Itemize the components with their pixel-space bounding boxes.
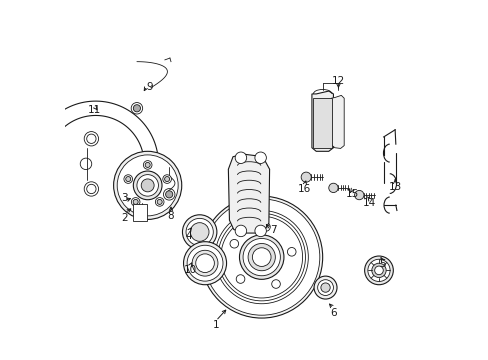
Text: 2: 2 bbox=[121, 213, 127, 222]
Polygon shape bbox=[228, 154, 269, 233]
Circle shape bbox=[185, 219, 213, 246]
Circle shape bbox=[320, 283, 329, 292]
Polygon shape bbox=[330, 95, 344, 148]
Circle shape bbox=[254, 225, 266, 237]
Circle shape bbox=[84, 182, 99, 196]
Circle shape bbox=[137, 175, 158, 196]
Circle shape bbox=[155, 198, 163, 206]
Circle shape bbox=[80, 158, 92, 170]
Circle shape bbox=[187, 245, 223, 281]
FancyBboxPatch shape bbox=[313, 98, 331, 148]
FancyBboxPatch shape bbox=[133, 204, 147, 221]
Text: 1: 1 bbox=[212, 320, 219, 330]
Circle shape bbox=[183, 242, 226, 285]
Polygon shape bbox=[311, 91, 333, 151]
Circle shape bbox=[235, 225, 246, 237]
Circle shape bbox=[317, 280, 333, 296]
Circle shape bbox=[235, 152, 246, 163]
Text: 4: 4 bbox=[185, 231, 192, 240]
Circle shape bbox=[328, 183, 337, 193]
Text: 9: 9 bbox=[146, 82, 152, 92]
Circle shape bbox=[247, 243, 275, 271]
Circle shape bbox=[203, 199, 319, 315]
Circle shape bbox=[367, 259, 389, 282]
Text: 13: 13 bbox=[387, 182, 401, 192]
Circle shape bbox=[113, 151, 182, 220]
Text: 15: 15 bbox=[345, 189, 358, 199]
Circle shape bbox=[192, 250, 218, 276]
Text: 5: 5 bbox=[379, 259, 385, 269]
Circle shape bbox=[182, 215, 217, 249]
Text: 8: 8 bbox=[167, 211, 174, 221]
Circle shape bbox=[125, 176, 130, 181]
Circle shape bbox=[313, 276, 336, 299]
Circle shape bbox=[123, 175, 132, 183]
Text: 6: 6 bbox=[329, 308, 336, 318]
Circle shape bbox=[201, 196, 322, 318]
Circle shape bbox=[117, 155, 178, 216]
Circle shape bbox=[164, 176, 169, 181]
Circle shape bbox=[190, 223, 208, 241]
Circle shape bbox=[133, 105, 140, 112]
Circle shape bbox=[271, 280, 280, 288]
Circle shape bbox=[84, 132, 99, 146]
Circle shape bbox=[86, 134, 96, 143]
Circle shape bbox=[287, 248, 295, 256]
Circle shape bbox=[371, 263, 386, 278]
Text: 16: 16 bbox=[298, 184, 311, 194]
Circle shape bbox=[133, 199, 138, 204]
Polygon shape bbox=[33, 101, 158, 215]
Circle shape bbox=[145, 162, 150, 167]
Circle shape bbox=[131, 198, 140, 206]
Circle shape bbox=[364, 256, 392, 285]
Circle shape bbox=[229, 239, 238, 248]
Circle shape bbox=[261, 222, 270, 231]
Circle shape bbox=[163, 175, 171, 183]
Circle shape bbox=[252, 248, 270, 266]
Text: 3: 3 bbox=[121, 193, 127, 203]
Circle shape bbox=[141, 179, 154, 192]
Circle shape bbox=[239, 235, 284, 279]
Circle shape bbox=[236, 275, 244, 283]
Text: 14: 14 bbox=[362, 198, 375, 208]
Circle shape bbox=[301, 172, 310, 182]
Circle shape bbox=[165, 191, 172, 198]
Text: 12: 12 bbox=[331, 76, 345, 86]
Circle shape bbox=[86, 184, 96, 194]
Circle shape bbox=[195, 254, 214, 273]
Circle shape bbox=[354, 190, 363, 200]
Circle shape bbox=[133, 171, 162, 200]
Circle shape bbox=[157, 199, 162, 204]
Text: 7: 7 bbox=[269, 225, 276, 235]
Text: 11: 11 bbox=[88, 105, 101, 115]
Circle shape bbox=[374, 266, 383, 275]
Circle shape bbox=[254, 152, 266, 163]
Circle shape bbox=[243, 238, 280, 276]
Text: 10: 10 bbox=[183, 265, 196, 275]
Circle shape bbox=[143, 161, 152, 169]
